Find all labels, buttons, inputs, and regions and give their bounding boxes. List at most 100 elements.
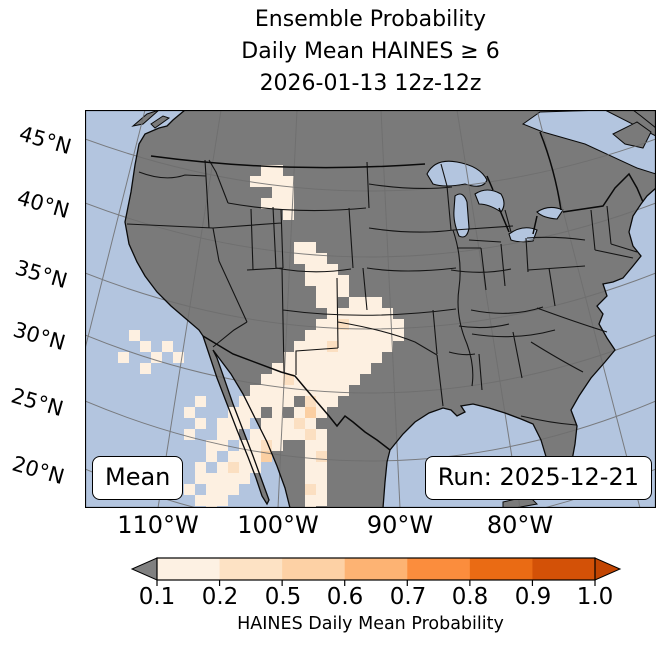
probability-cell	[393, 319, 404, 330]
probability-cell	[382, 330, 393, 341]
probability-cell	[272, 198, 283, 209]
probability-cell	[371, 308, 382, 319]
probability-cell	[360, 330, 371, 341]
probability-cell	[316, 484, 327, 495]
ensemble-member-badge: Mean	[92, 456, 184, 500]
probability-cell	[250, 440, 261, 451]
probability-cell	[206, 495, 217, 506]
probability-cell	[261, 385, 272, 396]
meridian-120W	[85, 110, 146, 351]
probability-cell	[305, 495, 316, 506]
probability-cell	[305, 374, 316, 385]
probability-cell	[327, 385, 338, 396]
atlantic-gulf-coastline	[382, 187, 656, 508]
colorbar-segment	[282, 558, 346, 580]
probability-shading	[118, 165, 404, 508]
cbar-tick-0.6: 0.6	[326, 584, 364, 610]
probability-cell	[283, 187, 294, 198]
probability-cell	[272, 429, 283, 440]
probability-cell	[316, 495, 327, 506]
meridian-100W	[277, 110, 298, 508]
probability-cell	[272, 396, 283, 407]
probability-cell	[294, 385, 305, 396]
probability-cell	[272, 385, 283, 396]
probability-cell	[272, 407, 283, 418]
probability-cell	[327, 330, 338, 341]
probability-cell	[184, 484, 195, 495]
cbar-tick-0.7: 0.7	[389, 584, 427, 610]
lon-tick-100W: 100°W	[237, 511, 319, 539]
probability-cell	[327, 319, 338, 330]
probability-cell	[294, 418, 305, 429]
probability-cell	[239, 418, 250, 429]
probability-cell	[228, 418, 239, 429]
probability-cell	[294, 407, 305, 418]
probability-cell	[261, 165, 272, 176]
probability-cell	[305, 451, 316, 462]
cbar-tick-1.0: 1.0	[576, 584, 614, 610]
probability-cell	[338, 330, 349, 341]
probability-cell	[173, 352, 184, 363]
colorbar-segments	[157, 558, 596, 580]
probability-cell	[327, 396, 338, 407]
probability-cell	[294, 374, 305, 385]
probability-cell	[338, 286, 349, 297]
gulf-of-st-lawrence	[521, 110, 656, 175]
probability-cell	[327, 297, 338, 308]
probability-cell	[338, 308, 349, 319]
probability-cell	[327, 352, 338, 363]
probability-cell	[195, 462, 206, 473]
probability-cell	[283, 198, 294, 209]
probability-cell	[217, 462, 228, 473]
probability-cell	[129, 330, 140, 341]
parallel-40N	[85, 202, 656, 258]
probability-cell	[371, 352, 382, 363]
cbar-tick-0.1: 0.1	[138, 584, 176, 610]
probability-cell	[140, 363, 151, 374]
state-borders	[126, 159, 638, 426]
probability-cell	[349, 352, 360, 363]
probability-cell	[118, 352, 129, 363]
probability-cell	[316, 330, 327, 341]
probability-cell	[140, 341, 151, 352]
cbar-tick-0.9: 0.9	[514, 584, 552, 610]
colorbar-title: HAINES Daily Mean Probability	[237, 614, 504, 634]
probability-cell	[261, 418, 272, 429]
probability-cell	[305, 418, 316, 429]
map-canvas	[85, 110, 656, 508]
probability-cell	[316, 451, 327, 462]
probability-cell	[349, 363, 360, 374]
lon-tick-80W: 80°W	[486, 511, 554, 539]
probability-cell	[162, 341, 173, 352]
probability-cell	[261, 396, 272, 407]
probability-cell	[228, 451, 239, 462]
probability-cell	[349, 297, 360, 308]
probability-cell	[316, 275, 327, 286]
colorbar-segment	[219, 558, 283, 580]
probability-cell	[316, 429, 327, 440]
probability-cell	[305, 264, 316, 275]
map-axes: Mean Run: 2025-12-21	[85, 110, 656, 508]
parallel-30N	[85, 334, 656, 394]
pacific-coastline	[124, 110, 291, 508]
probability-cell	[371, 330, 382, 341]
probability-cell	[305, 253, 316, 264]
colorbar-outline	[156, 557, 596, 581]
lake-ontario	[536, 206, 564, 220]
probability-cell	[283, 429, 294, 440]
probability-cell	[316, 253, 327, 264]
colorbar-segment	[469, 558, 533, 580]
probability-cell	[305, 352, 316, 363]
probability-cell	[250, 462, 261, 473]
colorbar-segment	[157, 558, 221, 580]
probability-cell	[195, 473, 206, 484]
probability-cell	[250, 176, 261, 187]
probability-cell	[393, 330, 404, 341]
probability-cell	[250, 429, 261, 440]
probability-cell	[316, 363, 327, 374]
probability-cell	[239, 440, 250, 451]
probability-cell	[338, 352, 349, 363]
lat-tick-45N: 45°N	[16, 121, 74, 160]
probability-cell	[327, 264, 338, 275]
